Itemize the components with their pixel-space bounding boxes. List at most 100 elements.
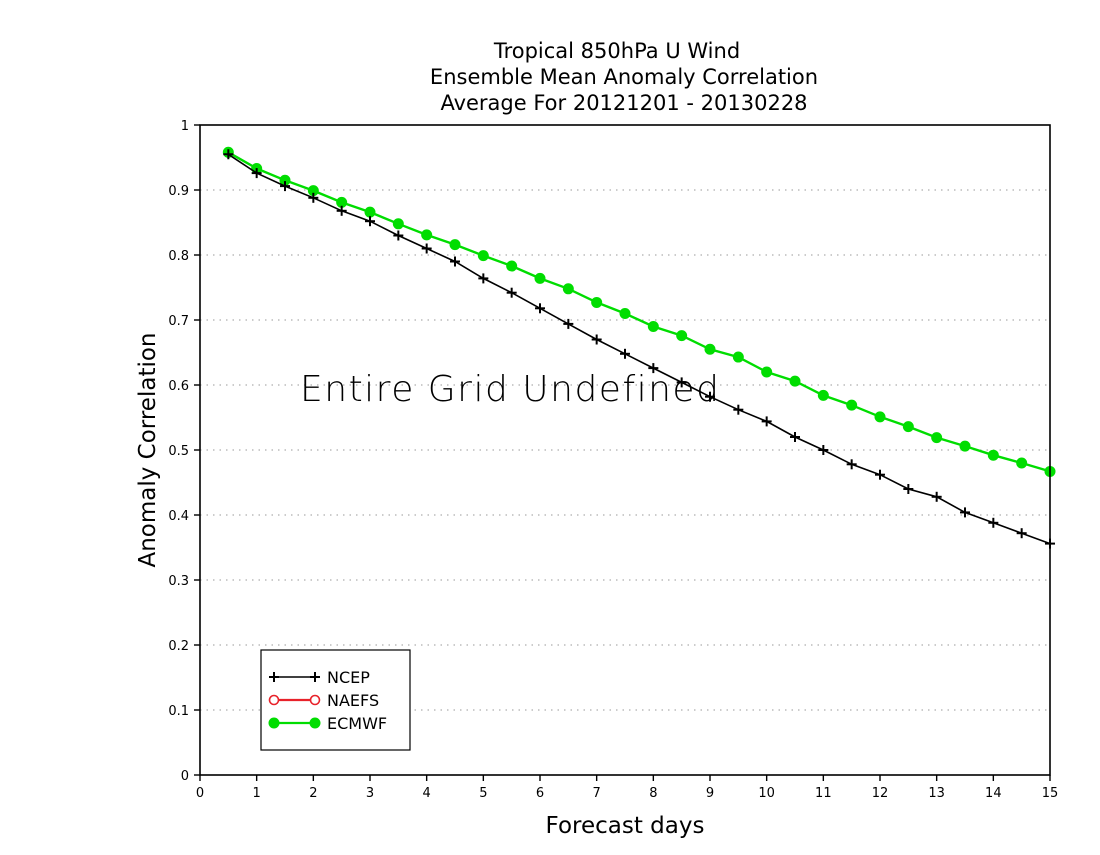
x-tick-label: 9	[706, 786, 714, 801]
ecmwf-data-point	[1016, 457, 1028, 469]
chart-title-line-3: Average For 20121201 - 20130228	[440, 91, 807, 115]
ncep-data-point	[620, 348, 630, 359]
chart-title-line-2: Ensemble Mean Anomaly Correlation	[430, 65, 818, 89]
ecmwf-data-point	[732, 351, 744, 363]
x-tick-label: 4	[423, 786, 431, 801]
ncep-data-point	[790, 432, 800, 442]
y-tick-label: 0.4	[168, 509, 189, 524]
x-tick-label: 15	[1042, 786, 1059, 801]
ncep-data-point	[421, 243, 432, 254]
ecmwf-data-point	[534, 272, 546, 284]
ecmwf-data-point	[817, 389, 829, 401]
legend-ecmwf-marker	[309, 717, 321, 729]
x-tick-label: 3	[366, 786, 374, 801]
x-tick-label: 1	[253, 786, 261, 801]
y-tick-label: 0.3	[168, 574, 189, 589]
x-tick-label: 13	[928, 786, 945, 801]
ncep-data-point	[648, 363, 659, 374]
ncep-data-point	[1016, 528, 1027, 539]
axis-ticks: 00.10.20.30.40.50.60.70.80.910 1 2 3 4 5 6 7 8 9 1…	[168, 119, 1058, 801]
y-tick-label: 0.5	[168, 444, 189, 459]
ecmwf-data-point	[619, 308, 631, 319]
ncep-data-point	[761, 416, 772, 427]
y-tick-label: 0.9	[168, 184, 189, 199]
legend-naefs-label: NAEFS	[327, 691, 379, 710]
x-tick-label: 10	[758, 786, 775, 801]
x-tick-label: 0	[196, 786, 204, 801]
ncep-data-point	[818, 445, 829, 455]
ncep-data-point	[705, 391, 715, 402]
ncep-data-point	[733, 404, 744, 415]
ecmwf-data-point	[874, 411, 886, 423]
ncep-data-point	[393, 230, 404, 241]
ecmwf-data-point	[959, 440, 971, 452]
ecmwf-data-point	[902, 421, 914, 433]
x-tick-label: 7	[593, 786, 601, 801]
grid-lines	[200, 189, 1050, 711]
ncep-data-point	[251, 168, 262, 179]
ncep-data-point	[676, 377, 687, 388]
ecmwf-data-point	[477, 250, 489, 262]
legend-naefs-marker	[268, 694, 280, 706]
ncep-data-point	[903, 484, 914, 494]
legend-ncep-marker	[269, 672, 279, 682]
ecmwf-data-point	[789, 375, 801, 387]
ncep-data-point	[223, 149, 234, 160]
legend-box	[260, 649, 411, 751]
y-tick-label: 0	[181, 769, 189, 784]
x-tick-label: 2	[309, 786, 317, 801]
ecmwf-data-point	[591, 296, 603, 308]
ecmwf-data-point	[761, 366, 773, 378]
y-tick-label: 0.1	[168, 704, 189, 719]
ncep-series-line	[227, 153, 1051, 545]
x-tick-label: 12	[872, 786, 889, 801]
ncep-data-point	[506, 287, 517, 298]
ecmwf-series-line	[227, 151, 1051, 473]
ncep-data-point	[336, 205, 347, 216]
ncep-data-point	[563, 318, 574, 329]
ecmwf-data-point	[704, 343, 716, 355]
ncep-data-point	[365, 216, 375, 227]
y-tick-label: 0.6	[168, 379, 189, 394]
ncep-data-point	[535, 303, 545, 314]
x-tick-label: 5	[479, 786, 487, 801]
y-tick-label: 0.2	[168, 639, 189, 654]
legend-ncep-label: NCEP	[327, 668, 370, 687]
ecmwf-data-point	[647, 321, 659, 332]
ecmwf-data-point	[676, 330, 688, 342]
x-tick-label: 14	[985, 786, 1002, 801]
ecmwf-data-point	[449, 239, 461, 251]
legend-ecmwf-marker	[268, 717, 280, 729]
ecmwf-data-point	[364, 206, 376, 218]
ncep-data-point	[960, 507, 970, 518]
legend-ncep-marker	[310, 672, 320, 682]
ecmwf-data-point	[987, 449, 999, 461]
ncep-data-point	[308, 192, 319, 203]
x-tick-label: 11	[815, 786, 832, 801]
ncep-data-point	[478, 273, 489, 284]
x-tick-label: 8	[649, 786, 657, 801]
x-axis-label: Forecast days	[546, 813, 705, 839]
ncep-data-point	[450, 256, 460, 267]
chart-title-line-1: Tropical 850hPa U Wind	[493, 39, 740, 63]
y-tick-label: 0.8	[168, 249, 189, 264]
ncep-data-point	[988, 517, 999, 528]
ncep-data-point	[591, 334, 602, 345]
ncep-data-point	[280, 181, 290, 192]
ecmwf-data-point	[562, 283, 574, 295]
ecmwf-data-point	[846, 399, 858, 411]
legend: NCEP NAEFS ECMWF	[260, 649, 411, 751]
series-layer	[222, 146, 1056, 549]
ecmwf-data-point	[506, 260, 518, 272]
y-tick-label: 0.7	[168, 314, 189, 329]
y-tick-label: 1	[181, 119, 189, 134]
ncep-data-point	[931, 491, 942, 502]
ecmwf-data-point	[392, 218, 404, 230]
x-tick-label: 6	[536, 786, 544, 801]
ecmwf-data-point	[421, 229, 433, 241]
y-axis-label: Anomaly Correlation	[135, 332, 161, 567]
grid-undefined-annotation: Entire Grid Undefined	[300, 369, 720, 410]
legend-naefs-marker	[309, 694, 321, 706]
